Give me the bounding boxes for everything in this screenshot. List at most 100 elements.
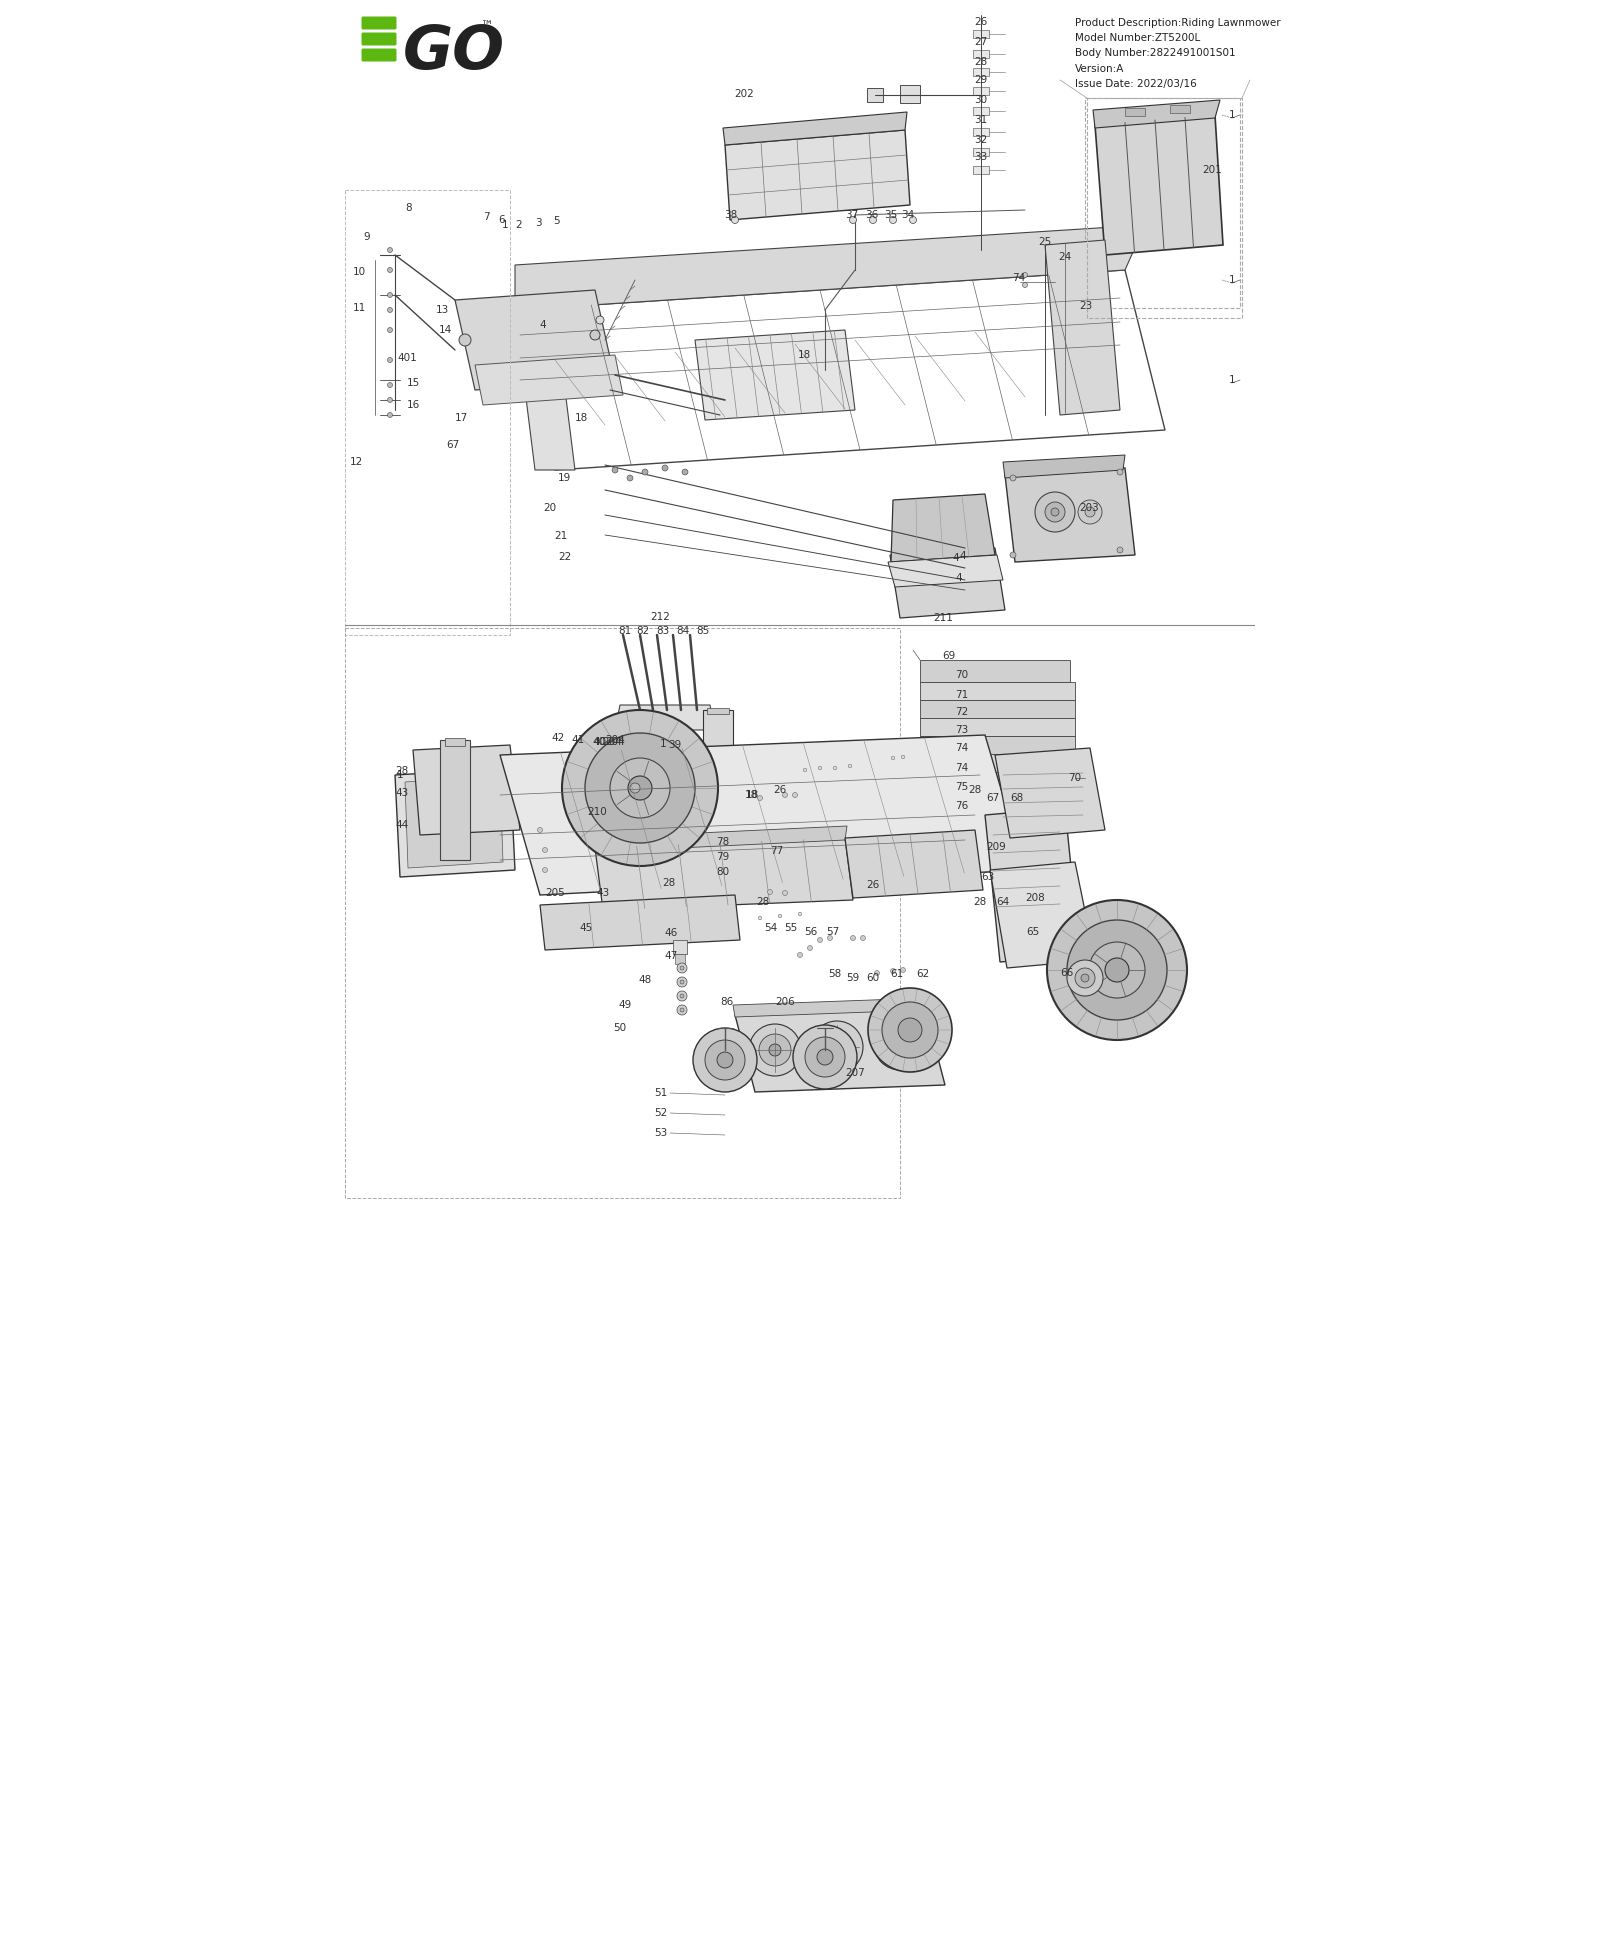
Circle shape <box>798 913 802 916</box>
Circle shape <box>1082 973 1090 983</box>
Circle shape <box>869 217 877 223</box>
Circle shape <box>1010 551 1016 559</box>
Text: ™: ™ <box>480 20 493 33</box>
Text: 56: 56 <box>805 926 818 938</box>
Bar <box>346 190 510 635</box>
Text: 28: 28 <box>395 766 408 776</box>
Text: 21: 21 <box>554 531 568 541</box>
Text: 1: 1 <box>1229 276 1235 285</box>
Polygon shape <box>1094 115 1222 256</box>
Text: 83: 83 <box>656 625 670 635</box>
Text: 209: 209 <box>986 842 1006 852</box>
Circle shape <box>610 758 670 819</box>
Text: 18: 18 <box>744 789 758 799</box>
Text: 33: 33 <box>974 152 987 162</box>
Text: 65: 65 <box>1026 926 1040 938</box>
Circle shape <box>1022 283 1027 287</box>
Circle shape <box>782 793 787 797</box>
Text: 61: 61 <box>890 969 904 979</box>
Text: 82: 82 <box>637 625 650 635</box>
Circle shape <box>1067 959 1102 997</box>
Text: Product Description:Riding Lawnmower
Model Number:ZT5200L
Body Number:2822491001: Product Description:Riding Lawnmower Mod… <box>1075 18 1280 88</box>
Circle shape <box>677 991 686 1000</box>
Text: 27: 27 <box>974 37 987 47</box>
Text: 28: 28 <box>968 786 982 795</box>
FancyBboxPatch shape <box>362 49 397 61</box>
Text: 22: 22 <box>558 551 571 563</box>
Text: 58: 58 <box>829 969 842 979</box>
Bar <box>920 754 1075 772</box>
Circle shape <box>387 293 392 297</box>
Circle shape <box>1051 508 1059 516</box>
Text: 51: 51 <box>654 1088 667 1098</box>
Text: 70: 70 <box>955 670 968 680</box>
Circle shape <box>818 766 822 770</box>
Text: 62: 62 <box>917 969 930 979</box>
Text: 18: 18 <box>746 789 758 799</box>
Text: 69: 69 <box>942 651 955 660</box>
Bar <box>973 29 989 37</box>
Polygon shape <box>475 356 622 404</box>
Text: 36: 36 <box>866 209 878 221</box>
Text: 66: 66 <box>1061 967 1074 979</box>
Text: 28: 28 <box>662 877 675 887</box>
Polygon shape <box>725 131 910 221</box>
Circle shape <box>387 397 392 403</box>
Text: 210: 210 <box>587 807 606 817</box>
Text: 14: 14 <box>438 324 451 334</box>
Bar <box>973 149 989 156</box>
Text: 68: 68 <box>1010 793 1024 803</box>
Text: 45: 45 <box>579 922 592 932</box>
Text: 201: 201 <box>1202 164 1222 176</box>
Text: 18: 18 <box>574 412 587 422</box>
Text: 43: 43 <box>395 787 408 797</box>
Bar <box>920 772 1075 789</box>
Text: 17: 17 <box>454 412 467 422</box>
Circle shape <box>693 1028 757 1092</box>
Text: 32: 32 <box>974 135 987 145</box>
Bar <box>674 940 686 954</box>
Circle shape <box>830 1041 843 1053</box>
Text: 25: 25 <box>1038 236 1051 246</box>
Text: 60: 60 <box>867 973 880 983</box>
Text: 24: 24 <box>1058 252 1072 262</box>
Circle shape <box>731 217 739 223</box>
Text: 12: 12 <box>349 457 363 467</box>
Text: 52: 52 <box>654 1108 667 1118</box>
FancyBboxPatch shape <box>362 16 397 29</box>
Bar <box>920 660 1070 682</box>
Text: 47: 47 <box>664 952 678 961</box>
Bar <box>973 68 989 76</box>
Text: 67: 67 <box>986 793 1000 803</box>
Circle shape <box>794 1026 858 1088</box>
Polygon shape <box>1005 469 1134 563</box>
Circle shape <box>542 868 547 873</box>
Text: 74: 74 <box>1013 274 1026 283</box>
Text: 40: 40 <box>592 737 605 746</box>
Polygon shape <box>891 494 995 563</box>
Text: 15: 15 <box>406 377 419 389</box>
Circle shape <box>891 969 896 973</box>
Text: 203: 203 <box>1078 502 1099 514</box>
Circle shape <box>803 768 806 772</box>
Bar <box>920 737 1075 754</box>
Circle shape <box>387 328 392 332</box>
Circle shape <box>662 465 669 471</box>
Bar <box>973 166 989 174</box>
Text: 28: 28 <box>973 897 987 907</box>
Polygon shape <box>694 330 854 420</box>
Polygon shape <box>1003 455 1125 479</box>
Circle shape <box>758 1034 790 1067</box>
Polygon shape <box>986 809 1080 961</box>
Polygon shape <box>515 311 574 471</box>
Circle shape <box>642 469 648 475</box>
Polygon shape <box>595 838 853 911</box>
Circle shape <box>630 784 640 793</box>
Circle shape <box>595 317 605 324</box>
Polygon shape <box>733 998 926 1016</box>
Circle shape <box>851 936 856 940</box>
Text: 10: 10 <box>352 268 365 277</box>
Text: 86: 86 <box>720 997 734 1006</box>
Bar <box>973 51 989 59</box>
Text: 35: 35 <box>885 209 898 221</box>
